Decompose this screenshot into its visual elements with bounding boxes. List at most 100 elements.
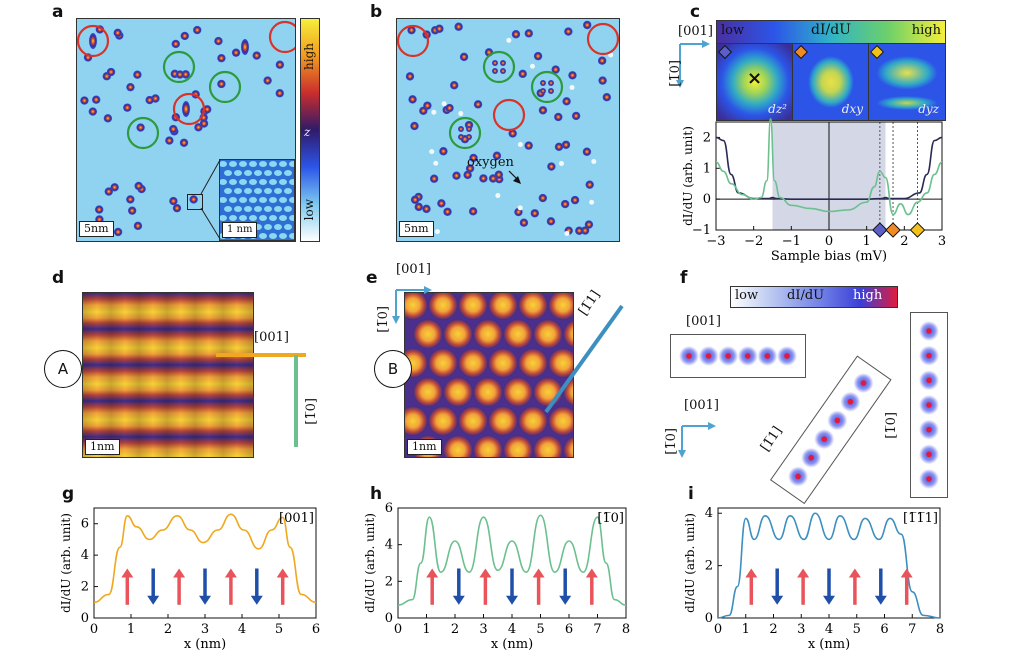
- orbital-label-dz2: dz²: [768, 102, 787, 116]
- lattice-spot: [289, 179, 294, 185]
- lattice-spot: [428, 293, 458, 320]
- adatom: [459, 52, 469, 62]
- chain-atom-core: [705, 353, 712, 359]
- cluster-atom: [548, 88, 554, 94]
- x-tick-label: 0: [825, 234, 833, 249]
- lattice-spot: [503, 435, 533, 457]
- dir-d-orange: [001]: [254, 330, 289, 345]
- chain-atom-core: [926, 426, 932, 433]
- x-tick-label: −3: [706, 234, 725, 249]
- adatom: [80, 96, 89, 105]
- diamond-marker-icon: [717, 44, 733, 60]
- green-circle-marker: [208, 70, 242, 104]
- lattice-spot: [254, 170, 262, 176]
- lattice-spot: [239, 161, 247, 167]
- adatom: [443, 207, 452, 216]
- spin-down-arrowhead: [559, 595, 572, 605]
- adatom: [422, 204, 431, 214]
- x-tick-label: 1: [863, 234, 871, 249]
- spin-up-arrowhead: [224, 568, 237, 578]
- lattice-spot: [428, 406, 458, 436]
- spin-up-arrowhead: [585, 568, 598, 578]
- colorbar-c-low: low: [721, 23, 745, 38]
- adatom: [405, 72, 415, 81]
- lattice-spot: [229, 215, 237, 221]
- oxygen-spot: [434, 229, 440, 235]
- adatom: [106, 67, 116, 77]
- site-label-a: A: [44, 350, 82, 388]
- x-tick-label: 3: [797, 622, 805, 637]
- lattice-spot: [229, 197, 237, 203]
- panel-letter-c: c: [690, 2, 701, 22]
- chart-c-spectrum: −3 −2 −1 0 1 2 3 −1 0 1 2 Sample bias (mV) dI/dU (ar…: [681, 118, 946, 264]
- adatom-pair: [241, 39, 249, 55]
- adatom: [169, 124, 178, 134]
- adatom: [568, 71, 577, 80]
- lattice-spot: [548, 406, 573, 436]
- lattice-spot: [264, 170, 272, 176]
- adatom: [126, 82, 135, 92]
- cluster-atom: [492, 60, 498, 66]
- y-tick-label: 0: [703, 192, 711, 207]
- scale-bar-e: 1nm: [407, 439, 442, 455]
- series-line: [717, 512, 941, 619]
- spin-down-arrowhead: [823, 595, 835, 605]
- panel-letter-d: d: [52, 268, 65, 288]
- y-tick-label: 6: [81, 517, 89, 532]
- dir-e-y: [1̅0]: [376, 306, 391, 333]
- spin-up-arrowhead: [121, 568, 134, 578]
- panel-letter-g: g: [62, 484, 75, 504]
- lattice-spot: [229, 161, 237, 167]
- x-tick-label: 3: [479, 622, 487, 637]
- stm-image-d: 1nm: [82, 292, 254, 458]
- x-tick-label: 4: [508, 622, 516, 637]
- adatom: [419, 106, 428, 115]
- colorbar-f-title: dI/dU: [787, 288, 825, 303]
- x-tick-label: 1: [742, 622, 750, 637]
- cut-line-orange: [216, 353, 306, 357]
- adatom: [538, 193, 548, 203]
- oxygen-arrow: [508, 170, 521, 184]
- adatom: [560, 199, 570, 209]
- chain-1-11: [770, 355, 892, 505]
- colorbar-c-high: high: [911, 23, 941, 38]
- chain-1-10-atoms: [919, 321, 939, 489]
- x-tick-label: 8: [622, 622, 630, 637]
- adatom: [110, 183, 119, 192]
- adatom: [546, 217, 556, 226]
- x-tick-label: 3: [201, 622, 209, 637]
- adatom: [231, 48, 241, 57]
- adatom: [494, 170, 504, 179]
- spin-down-arrowhead: [874, 595, 887, 605]
- lattice-spot: [254, 188, 262, 194]
- x-axis-label: x (nm): [491, 637, 533, 652]
- spin-up-arrowhead: [532, 568, 545, 578]
- lattice-spot: [269, 161, 277, 167]
- adatom-pair: [182, 101, 190, 117]
- lattice-spot: [224, 188, 232, 194]
- lattice-spot: [563, 435, 573, 457]
- adatom: [136, 123, 145, 132]
- colorbar-a-z: z: [304, 125, 311, 139]
- adatom: [564, 27, 573, 36]
- lattice-spot: [458, 406, 488, 436]
- chain-atom-core: [926, 476, 932, 482]
- lattice-spot: [503, 319, 533, 349]
- orbital-lobe: [869, 96, 945, 110]
- lattice-spot: [269, 179, 277, 185]
- adatom-pair: [89, 33, 97, 49]
- lattice-spot: [405, 406, 428, 436]
- chain-atom-core: [808, 455, 814, 461]
- x-tick-label: 4: [238, 622, 246, 637]
- green-circle-marker: [530, 70, 564, 104]
- spin-up-arrowhead: [900, 568, 913, 578]
- adatom: [103, 114, 113, 123]
- chain-1-10: [910, 312, 948, 498]
- y-tick-label: 2: [703, 130, 711, 145]
- x-tick-label: 5: [275, 622, 283, 637]
- y-tick-label: 1: [703, 161, 711, 176]
- lattice-spot: [443, 319, 473, 349]
- lattice-spot: [289, 197, 294, 203]
- lattice-spot: [413, 377, 443, 407]
